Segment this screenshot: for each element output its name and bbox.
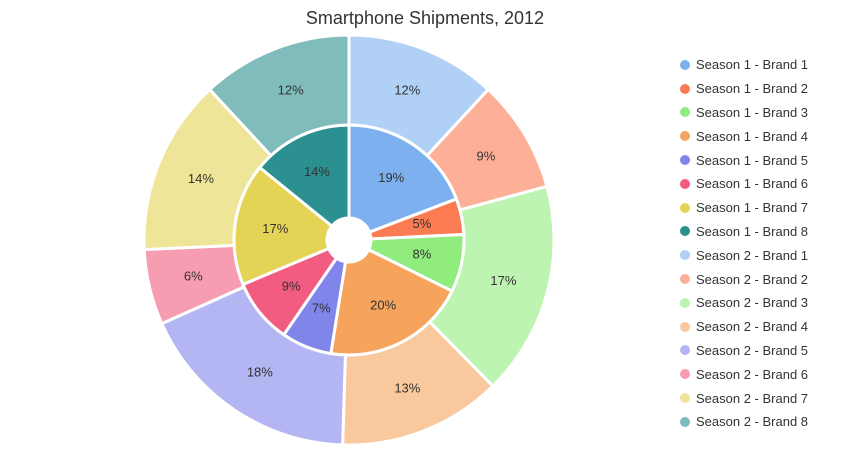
legend-swatch [680,226,690,237]
legend-swatch [680,107,690,118]
slice-label-ring1-brand2: 5% [413,216,432,231]
legend-swatch [680,155,690,166]
legend-label: Season 2 - Brand 6 [696,366,809,382]
legend-item[interactable]: Season 1 - Brand 8 [680,220,808,244]
legend-swatch [680,416,690,427]
slice-ring2-brand5[interactable] [160,285,347,447]
slice-label-ring1-brand1: 19% [378,170,404,185]
slice-label-ring1-brand3: 8% [413,247,432,262]
slice-label-ring2-brand2: 9% [476,149,495,164]
slice-label-ring2-brand7: 14% [188,171,214,186]
slice-label-ring1-brand5: 7% [312,301,331,316]
legend-swatch [680,202,690,213]
legend-label: Season 2 - Brand 5 [696,342,809,358]
legend-item[interactable]: Season 1 - Brand 1 [680,53,808,77]
slice-label-ring1-brand4: 20% [370,298,396,313]
slice-label-ring1-brand8: 14% [304,164,330,179]
legend-swatch [680,250,690,261]
legend-item[interactable]: Season 2 - Brand 7 [680,386,808,410]
slice-ring2-brand3[interactable] [428,184,556,388]
legend-item[interactable]: Season 2 - Brand 3 [680,291,808,315]
slice-ring2-brand8[interactable] [208,33,351,158]
legend-swatch [680,131,690,142]
slice-label-ring2-brand6: 6% [184,268,203,283]
legend-swatch [680,274,690,285]
legend-label: Season 2 - Brand 3 [696,295,809,311]
legend-label: Season 2 - Brand 2 [696,271,809,287]
legend-label: Season 1 - Brand 2 [696,81,809,97]
legend-item[interactable]: Season 2 - Brand 8 [680,410,808,434]
slice-label-ring1-brand6: 9% [282,278,301,293]
legend-item[interactable]: Season 2 - Brand 2 [680,267,808,291]
legend-item[interactable]: Season 2 - Brand 5 [680,339,808,363]
legend-swatch [680,321,690,332]
legend-label: Season 1 - Brand 7 [696,200,809,216]
slice-label-ring2-brand3: 17% [490,273,516,288]
legend-item[interactable]: Season 2 - Brand 4 [680,315,808,339]
legend-swatch [680,345,690,356]
legend-label: Season 2 - Brand 4 [696,319,809,335]
legend-label: Season 2 - Brand 1 [696,247,809,263]
legend-label: Season 2 - Brand 7 [696,390,809,406]
legend-swatch [680,178,690,189]
legend-item[interactable]: Season 2 - Brand 6 [680,362,808,386]
slice-label-ring2-brand5: 18% [247,364,273,379]
legend-item[interactable]: Season 1 - Brand 3 [680,101,808,125]
slice-label-ring2-brand4: 13% [394,380,420,395]
slice-label-ring1-brand7: 17% [262,221,288,236]
legend-label: Season 1 - Brand 3 [696,104,809,120]
legend-item[interactable]: Season 1 - Brand 7 [680,196,808,220]
legend-swatch [680,83,690,94]
legend-label: Season 1 - Brand 5 [696,152,809,168]
legend-item[interactable]: Season 1 - Brand 4 [680,124,808,148]
legend-item[interactable]: Season 2 - Brand 1 [680,243,808,267]
legend-label: Season 1 - Brand 4 [696,128,809,144]
slice-label-ring2-brand8: 12% [278,82,304,97]
legend-label: Season 1 - Brand 1 [696,57,809,73]
legend: Season 1 - Brand 1 Season 1 - Brand 2 Seas… [680,53,808,434]
legend-swatch [680,393,690,404]
legend-swatch [680,369,690,380]
legend-item[interactable]: Season 1 - Brand 6 [680,172,808,196]
legend-item[interactable]: Season 1 - Brand 5 [680,148,808,172]
legend-label: Season 1 - Brand 6 [696,176,809,192]
slice-label-ring2-brand1: 12% [394,82,420,97]
chart-title: Smartphone Shipments, 2012 [305,8,545,28]
legend-swatch [680,297,690,308]
legend-item[interactable]: Season 1 - Brand 2 [680,77,808,101]
legend-label: Season 1 - Brand 8 [696,223,809,239]
legend-label: Season 2 - Brand 8 [696,414,809,430]
legend-swatch [680,59,690,70]
